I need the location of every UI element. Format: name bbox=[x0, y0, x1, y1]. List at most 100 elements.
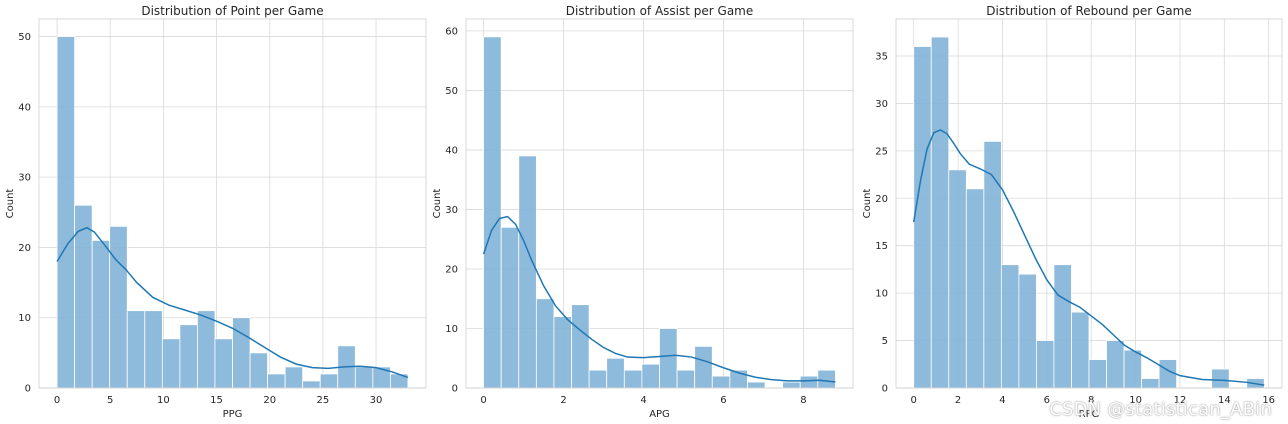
y-tick-label: 5 bbox=[882, 336, 888, 347]
histogram-bar bbox=[711, 375, 731, 389]
y-tick-label: 15 bbox=[875, 241, 888, 252]
x-tick-label: 20 bbox=[263, 395, 276, 406]
histogram-bar bbox=[179, 324, 198, 389]
histogram-bar bbox=[948, 169, 967, 389]
y-tick-label: 10 bbox=[445, 324, 458, 335]
y-tick-label: 50 bbox=[18, 32, 31, 43]
histogram-bar bbox=[588, 369, 608, 389]
histogram-bar bbox=[983, 140, 1002, 389]
y-tick-label: 60 bbox=[445, 26, 458, 37]
histogram-bar bbox=[518, 155, 537, 389]
histogram-bar bbox=[1036, 340, 1055, 389]
x-axis-label: APG bbox=[649, 409, 670, 420]
y-tick-label: 40 bbox=[445, 145, 458, 156]
y-tick-label: 30 bbox=[445, 205, 458, 216]
histogram-bar bbox=[483, 36, 502, 389]
histogram-bar bbox=[1106, 340, 1125, 389]
x-tick-label: 10 bbox=[1129, 395, 1142, 406]
plot-frame bbox=[895, 18, 1283, 389]
histogram-bar bbox=[659, 328, 678, 389]
x-tick-label: 0 bbox=[54, 395, 60, 406]
histogram-bar bbox=[56, 36, 76, 389]
x-tick-label: 4 bbox=[999, 395, 1005, 406]
x-tick-label: 5 bbox=[107, 395, 113, 406]
x-tick-label: 0 bbox=[480, 395, 486, 406]
chart-panel-2: 0 2 4 6 8 0 10 20 30 40 50 60 Distribution of Assist… bbox=[432, 4, 854, 420]
y-axis-label: Count bbox=[432, 189, 443, 219]
histogram-bar bbox=[747, 381, 766, 389]
kde-line bbox=[913, 129, 1265, 386]
histogram-bar bbox=[284, 366, 304, 389]
histogram-bar bbox=[676, 369, 696, 389]
histogram-bar bbox=[623, 369, 643, 389]
histogram-bar bbox=[500, 226, 520, 389]
y-tick-label: 20 bbox=[18, 243, 31, 254]
x-tick-label: 6 bbox=[720, 395, 726, 406]
histogram-bar bbox=[553, 316, 572, 389]
y-tick-label: 30 bbox=[875, 99, 888, 110]
chart-title: Distribution of Point per Game bbox=[141, 4, 323, 18]
x-tick-label: 0 bbox=[911, 395, 917, 406]
histogram-bar bbox=[109, 225, 128, 389]
histogram-bar bbox=[91, 239, 111, 389]
histogram-bar bbox=[535, 298, 555, 389]
histogram-bar bbox=[1123, 349, 1142, 389]
y-tick-label: 10 bbox=[875, 289, 888, 300]
y-tick-label: 20 bbox=[875, 194, 888, 205]
x-tick-label: 8 bbox=[800, 395, 806, 406]
chart-panel-3: 0 2 4 6 8 10 12 14 16 0 5 10 15 20 25 30 35 Distribution … bbox=[862, 4, 1283, 420]
x-tick-label: 4 bbox=[640, 395, 646, 406]
histogram-bar bbox=[214, 338, 233, 389]
y-tick-label: 10 bbox=[18, 313, 31, 324]
histogram-bar bbox=[161, 338, 181, 389]
histogram-bar bbox=[1018, 273, 1037, 389]
watermark: CSDN @statistican_ABin bbox=[1049, 399, 1272, 420]
x-tick-label: 14 bbox=[1218, 395, 1231, 406]
histogram-bar bbox=[641, 363, 660, 389]
histogram-bar bbox=[1071, 311, 1090, 389]
histogram-bar bbox=[249, 352, 268, 389]
y-tick-label: 50 bbox=[445, 86, 458, 97]
histogram-bar bbox=[1141, 378, 1160, 389]
histogram-bar bbox=[799, 375, 819, 389]
x-tick-label: 10 bbox=[157, 395, 170, 406]
y-tick-label: 0 bbox=[25, 384, 31, 395]
x-tick-label: 30 bbox=[370, 395, 383, 406]
y-tick-label: 25 bbox=[875, 146, 888, 157]
histogram-bar bbox=[126, 310, 146, 389]
histogram-bar bbox=[1088, 359, 1107, 389]
histogram-bar bbox=[197, 310, 216, 389]
x-tick-label: 12 bbox=[1174, 395, 1187, 406]
histogram-bar bbox=[302, 380, 321, 389]
x-tick-label: 16 bbox=[1262, 395, 1275, 406]
x-tick-label: 6 bbox=[1044, 395, 1050, 406]
y-tick-label: 0 bbox=[452, 384, 458, 395]
histogram-bar bbox=[144, 310, 163, 389]
histogram-bar bbox=[354, 366, 374, 389]
histogram-bar bbox=[930, 36, 950, 389]
histogram-bar bbox=[267, 373, 286, 389]
histogram-bar bbox=[606, 357, 625, 389]
kde-line bbox=[56, 226, 409, 379]
histogram-bar bbox=[571, 304, 590, 389]
kde-line bbox=[482, 215, 836, 383]
histogram-bar bbox=[694, 345, 713, 389]
y-tick-label: 20 bbox=[445, 264, 458, 275]
x-tick-label: 15 bbox=[210, 395, 223, 406]
x-tick-label: 8 bbox=[1088, 395, 1094, 406]
plot-frame bbox=[38, 18, 427, 389]
y-axis-label: Count bbox=[5, 189, 16, 219]
y-tick-label: 35 bbox=[875, 51, 888, 62]
x-axis-label: RPG bbox=[1079, 409, 1100, 420]
x-tick-label: 2 bbox=[955, 395, 961, 406]
histogram-bar bbox=[913, 46, 932, 389]
histogram-bar bbox=[319, 373, 339, 389]
chart-title: Distribution of Rebound per Game bbox=[986, 4, 1191, 18]
histogram-bar bbox=[817, 369, 836, 389]
y-axis-label: Count bbox=[862, 189, 873, 219]
histogram-bar bbox=[782, 381, 801, 389]
y-tick-label: 0 bbox=[882, 384, 888, 395]
histogram-bar bbox=[965, 188, 985, 389]
histogram-bar bbox=[1211, 368, 1230, 389]
